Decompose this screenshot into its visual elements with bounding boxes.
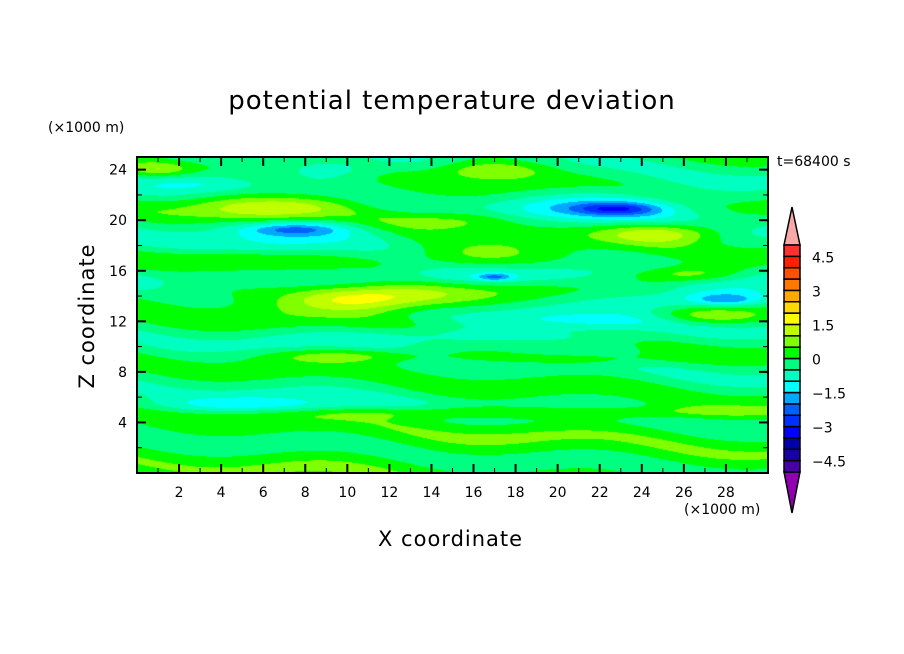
colorbar-swatch — [783, 369, 801, 382]
colorbar-swatch — [783, 266, 801, 280]
colorbar-tick-label: 3 — [812, 284, 821, 300]
colorbar-tick-label: −3 — [812, 421, 833, 437]
colorbar-tick-label: 1.5 — [812, 318, 834, 334]
z-tick-label: 4 — [118, 415, 127, 431]
x-tick-label: 24 — [633, 485, 651, 501]
colorbar-tick-label: 0 — [812, 353, 821, 369]
z-axis-label: Z coordinate — [75, 243, 99, 389]
x-tick-label: 4 — [217, 485, 226, 501]
colorbar-swatch — [783, 357, 801, 371]
colorbar-swatch — [783, 403, 801, 416]
z-tick-label: 8 — [118, 365, 127, 381]
colorbar-tick-label: 4.5 — [812, 250, 834, 266]
colorbar-swatch — [783, 346, 801, 360]
x-tick-label: 8 — [301, 485, 310, 501]
colorbar-swatch — [783, 437, 801, 451]
time-label: t=68400 s — [777, 154, 851, 170]
colorbar-swatch — [783, 414, 801, 428]
colorbar-tick-label: −4.5 — [812, 455, 846, 471]
colorbar-swatch — [783, 323, 801, 337]
colorbar-swatch — [783, 255, 801, 269]
colorbar-swatch — [783, 391, 801, 405]
colorbar-swatch — [783, 459, 801, 473]
z-tick-label: 16 — [109, 264, 127, 280]
x-tick-label: 18 — [507, 485, 525, 501]
colorbar-under-triangle — [783, 471, 801, 514]
colorbar-swatch — [783, 380, 801, 394]
x-tick-label: 2 — [175, 485, 184, 501]
colorbar-swatch — [783, 425, 801, 439]
x-tick-label: 22 — [591, 485, 609, 501]
x-tick-label: 26 — [675, 485, 693, 501]
colorbar-tick-label: −1.5 — [812, 387, 846, 403]
x-tick-label: 14 — [423, 485, 441, 501]
x-tick-label: 6 — [259, 485, 268, 501]
z-tick-label: 24 — [109, 163, 127, 179]
colorbar-swatch — [783, 289, 801, 303]
chart-title: potential temperature deviation — [228, 86, 676, 116]
x-tick-label: 16 — [465, 485, 483, 501]
colorbar-swatch — [783, 335, 801, 348]
contour-field — [137, 157, 768, 473]
z-axis-unit: (×1000 m) — [48, 120, 125, 136]
x-axis-label: X coordinate — [378, 527, 524, 551]
colorbar-swatch — [783, 278, 801, 292]
z-tick-label: 20 — [109, 213, 127, 229]
colorbar-swatch — [783, 244, 801, 258]
x-tick-label: 20 — [549, 485, 567, 501]
x-tick-label: 10 — [338, 485, 356, 501]
colorbar-swatch — [783, 301, 801, 314]
z-tick-label: 12 — [109, 314, 127, 330]
x-tick-label: 28 — [717, 485, 735, 501]
colorbar-swatch — [783, 448, 801, 462]
colorbar-over-triangle — [783, 206, 801, 246]
x-tick-label: 12 — [380, 485, 398, 501]
colorbar-swatch — [783, 312, 801, 326]
plot-frame — [136, 156, 769, 474]
x-axis-unit: (×1000 m) — [684, 502, 761, 518]
